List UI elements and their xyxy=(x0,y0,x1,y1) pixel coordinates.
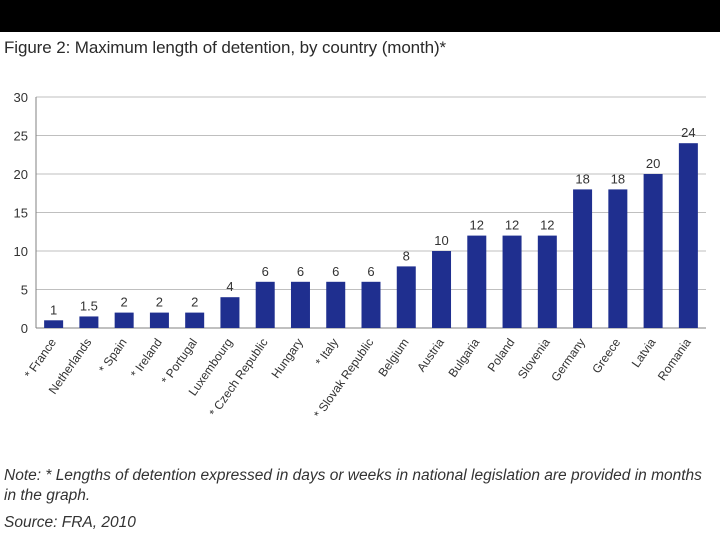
bar xyxy=(537,235,557,328)
bar-value-label: 1.5 xyxy=(80,298,98,313)
bar xyxy=(608,189,628,328)
bar-value-label: 2 xyxy=(121,295,128,310)
bar xyxy=(678,143,698,328)
x-tick-label: Greece xyxy=(589,335,623,376)
bar-value-label: 2 xyxy=(191,295,198,310)
x-tick-label: * France xyxy=(22,335,60,380)
bar-value-label: 6 xyxy=(367,264,374,279)
bar xyxy=(361,281,381,328)
figure-note: Note: * Lengths of detention expressed i… xyxy=(4,467,702,504)
bar-value-label: 6 xyxy=(332,264,339,279)
bar xyxy=(185,312,205,328)
bar xyxy=(220,297,240,328)
bar xyxy=(467,235,487,328)
bar-value-label: 12 xyxy=(540,218,554,233)
bar-value-label: 12 xyxy=(505,218,519,233)
x-tick-label: Hungary xyxy=(268,336,305,381)
x-tick-label: Poland xyxy=(485,336,518,375)
figure-source: Source: FRA, 2010 xyxy=(4,514,136,531)
y-tick-label: 15 xyxy=(14,206,28,221)
y-tick-label: 5 xyxy=(21,283,28,298)
bar-value-label: 18 xyxy=(575,171,589,186)
y-tick-label: 30 xyxy=(14,90,28,105)
top-black-bar xyxy=(0,0,720,32)
bar xyxy=(290,281,310,328)
figure-title: Figure 2: Maximum length of detention, b… xyxy=(4,38,447,57)
bar xyxy=(44,320,64,328)
x-tick-label: Slovenia xyxy=(515,335,553,381)
x-tick-label: * Ireland xyxy=(128,336,165,381)
y-tick-label: 10 xyxy=(14,244,28,259)
bar xyxy=(396,266,416,328)
x-tick-label: Romania xyxy=(655,335,694,383)
x-tick-label: Germany xyxy=(548,336,588,384)
x-tick-label: * Italy xyxy=(313,336,342,369)
bar xyxy=(149,312,169,328)
bar-value-label: 2 xyxy=(156,295,163,310)
x-tick-label: * Spain xyxy=(96,336,130,376)
bar-value-label: 4 xyxy=(226,279,233,294)
bar-value-label: 18 xyxy=(611,171,625,186)
bar-value-label: 24 xyxy=(681,125,695,140)
x-tick-label: Latvia xyxy=(629,335,659,370)
bar xyxy=(326,281,346,328)
bar-value-label: 6 xyxy=(297,264,304,279)
bar-value-label: 12 xyxy=(470,218,484,233)
y-tick-label: 0 xyxy=(21,321,28,336)
x-tick-label: Belgium xyxy=(375,336,411,380)
x-tick-label: Austria xyxy=(414,335,447,374)
bar xyxy=(573,189,593,328)
bar-value-label: 6 xyxy=(262,264,269,279)
y-tick-label: 20 xyxy=(14,167,28,182)
bar-value-label: 1 xyxy=(50,302,57,317)
bar-value-label: 10 xyxy=(434,233,448,248)
y-tick-label: 25 xyxy=(14,129,28,144)
bar-value-label: 8 xyxy=(403,248,410,263)
bar xyxy=(502,235,522,328)
bar xyxy=(432,251,452,328)
x-tick-label: Bulgaria xyxy=(446,335,483,379)
bar-value-label: 20 xyxy=(646,156,660,171)
bar xyxy=(643,174,663,328)
bar xyxy=(114,312,134,328)
bar xyxy=(79,316,99,328)
bar xyxy=(255,281,275,328)
